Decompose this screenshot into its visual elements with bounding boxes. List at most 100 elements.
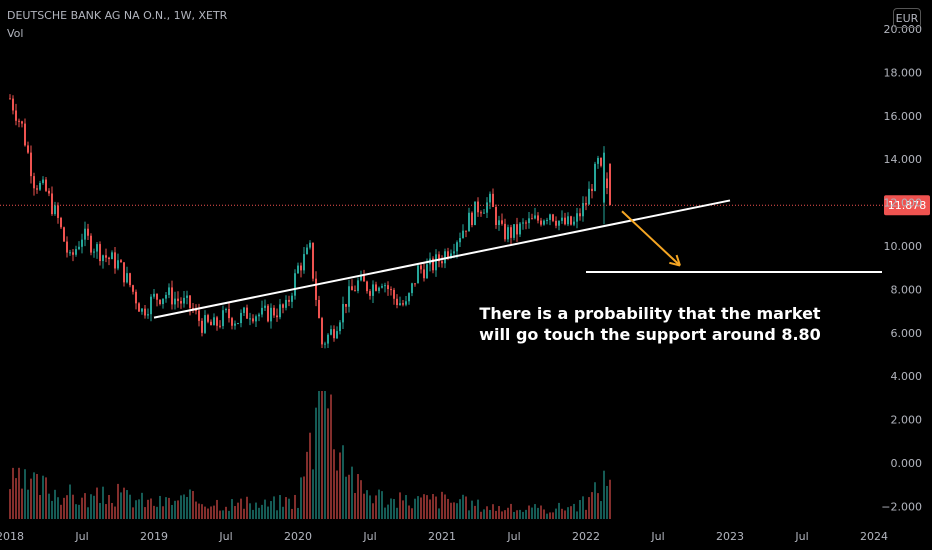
candle-body [9, 98, 11, 100]
price-axis[interactable]: 20.00018.00016.00014.00012.00010.0008.00… [881, 23, 922, 513]
candle-body [555, 220, 557, 226]
candle-body [48, 190, 50, 194]
candle-body [360, 275, 362, 281]
price-tick-label: 6.000 [891, 327, 923, 340]
volume-bar [129, 494, 131, 519]
rising-trendline[interactable] [153, 199, 731, 319]
volume-bar [234, 506, 236, 519]
candle-body [69, 252, 71, 254]
candle-body [501, 220, 503, 224]
candle-body [246, 307, 248, 319]
volume-bar [54, 489, 56, 519]
candle-body [270, 307, 272, 322]
volume-indicator-label[interactable]: Vol [7, 27, 24, 40]
candle-body [297, 265, 299, 274]
candle-body [384, 285, 386, 287]
volume-bar [207, 508, 209, 519]
candle-body [531, 218, 533, 220]
volume-bar [588, 497, 590, 519]
volume-bar [600, 501, 602, 519]
candle-body [84, 228, 86, 240]
volume-bar [516, 510, 518, 519]
volume-bar [75, 504, 77, 519]
volume-bar [537, 507, 539, 519]
candle-body [207, 315, 209, 322]
candle-body [540, 220, 542, 225]
candle-body [210, 321, 212, 326]
volume-bar [576, 511, 578, 519]
arrow-head [669, 261, 681, 267]
volume-bar [477, 499, 479, 519]
volume-bar [198, 503, 200, 519]
candle-body [537, 215, 539, 221]
drawings[interactable] [153, 199, 882, 319]
time-axis[interactable]: 2018 Jul 2019 Jul 2020 Jul 2021 Jul 2022 Jul 2023 J… [0, 530, 888, 543]
volume-bar [441, 491, 443, 519]
volume-bar [579, 500, 581, 519]
candle-body [36, 188, 38, 190]
last-price-line: 11.878 [0, 195, 930, 216]
volume-bar [15, 478, 17, 519]
candle-body [282, 304, 284, 308]
candle-body [174, 298, 176, 305]
candle-body [186, 295, 188, 298]
volume-bar [570, 506, 572, 519]
volume-bar [447, 498, 449, 519]
volume-bar [243, 508, 245, 519]
candle-body [516, 224, 518, 235]
volume-bar [384, 507, 386, 519]
volume-bar [408, 505, 410, 519]
candle-body [60, 217, 62, 228]
candle-body [54, 205, 56, 215]
candle-body [300, 265, 302, 271]
candle-body [333, 329, 335, 339]
candle-body [339, 322, 341, 332]
candle-body [141, 308, 143, 312]
time-tick-label: Jul [794, 530, 808, 543]
volume-bar [321, 391, 323, 519]
candle-body [426, 264, 428, 279]
volume-bar [378, 489, 380, 519]
volume-bar [285, 497, 287, 519]
candle-body [381, 286, 383, 288]
volume-bar [261, 504, 263, 519]
projection-arrow[interactable] [621, 210, 681, 267]
volume-bar [336, 470, 338, 519]
symbol-title[interactable]: DEUTSCHE BANK AG NA O.N., 1W, XETR [7, 9, 228, 22]
candle-body [294, 273, 296, 296]
volume-bar [39, 494, 41, 519]
candle-body [144, 308, 146, 316]
candle-body [303, 254, 305, 271]
volume-bar [30, 478, 32, 519]
time-tick-label: 2018 [0, 530, 24, 543]
candle-body [450, 253, 452, 258]
candle-body [390, 289, 392, 291]
candle-body [570, 216, 572, 225]
volume-bar [522, 511, 524, 519]
candle-body [240, 312, 242, 324]
currency-badge[interactable]: EUR [893, 8, 921, 28]
candle-body [576, 213, 578, 222]
candle-body [78, 246, 80, 250]
candle-body [363, 275, 365, 282]
annotation-line-1: There is a probability that the market [479, 304, 821, 323]
candle-body [306, 247, 308, 255]
candle-body [372, 284, 374, 296]
volume-bar [288, 498, 290, 519]
candle-body [474, 201, 476, 226]
volume-bar [192, 490, 194, 519]
volume-bar [27, 489, 29, 519]
candle-body [57, 205, 59, 218]
volume-bar [99, 502, 101, 519]
candle-body [489, 193, 491, 203]
time-tick-label: 2024 [860, 530, 888, 543]
price-tick-label: 14.000 [884, 153, 923, 166]
time-tick-label: Jul [362, 530, 376, 543]
volume-bar [60, 504, 62, 519]
volume-bar [567, 507, 569, 519]
candle-body [201, 320, 203, 333]
candle-body [15, 110, 17, 121]
candle-body [312, 242, 314, 279]
candle-body [318, 299, 320, 319]
